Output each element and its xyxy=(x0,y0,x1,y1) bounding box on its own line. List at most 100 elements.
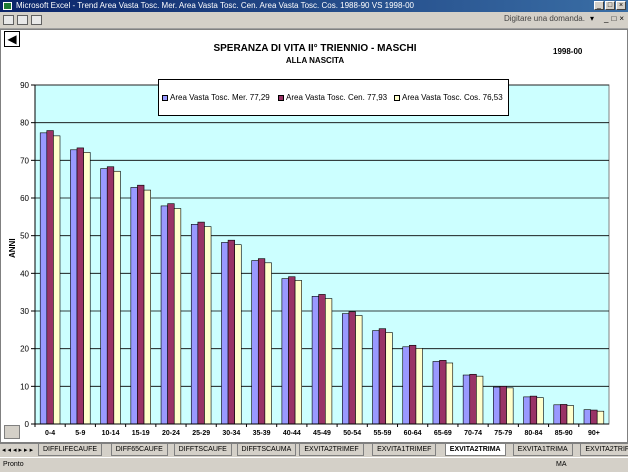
excel-small-icon[interactable] xyxy=(3,15,14,25)
bar xyxy=(378,328,387,425)
bar xyxy=(311,296,320,425)
bar xyxy=(469,373,477,425)
bar xyxy=(506,387,514,425)
bar xyxy=(523,396,531,425)
x-tick-label: 85-90 xyxy=(555,430,573,437)
bar xyxy=(583,409,591,425)
sheet-tab[interactable]: DIFFTSCAUMA xyxy=(236,444,297,456)
printer-icon[interactable] xyxy=(4,425,20,439)
y-tick-label: 0 xyxy=(25,420,30,429)
legend-swatch-mer xyxy=(162,95,168,101)
bar xyxy=(402,346,410,425)
bar xyxy=(342,313,350,425)
close-button[interactable]: × xyxy=(616,1,626,10)
sheet-tab-bar: ◂◂◂▸▸▸ DIFFLIFECAUFE DIFF65CAUFE DIFFTSCAU… xyxy=(0,443,628,457)
bar xyxy=(221,242,229,425)
legend-swatch-cos xyxy=(394,95,400,101)
sheet-tab[interactable]: DIFFLIFECAUFE xyxy=(38,444,103,456)
status-indicator: MA xyxy=(556,461,567,468)
bar xyxy=(234,244,242,425)
bar xyxy=(499,386,507,425)
maximize-button[interactable]: □ xyxy=(605,1,615,10)
x-tick-label: 60-64 xyxy=(404,430,422,437)
chart-period: 1998-00 xyxy=(553,47,583,56)
bar xyxy=(529,395,538,425)
bar xyxy=(53,135,61,425)
x-tick-label: 80-84 xyxy=(525,430,543,437)
bar xyxy=(560,404,568,425)
help-search-input[interactable]: Digitare una domanda. xyxy=(504,14,585,23)
sheet-tab[interactable]: EXVITA2TRIMA xyxy=(444,444,506,456)
minimize-button[interactable]: _ xyxy=(594,1,604,10)
y-tick-label: 80 xyxy=(20,119,29,128)
bar xyxy=(281,278,289,425)
y-tick-label: 10 xyxy=(20,382,29,391)
sheet-tab[interactable]: EXVITA2TRIFE xyxy=(580,444,628,456)
legend-item-cen: Area Vasta Tosc. Cen. 77,93 xyxy=(278,93,387,102)
window-title-bar: Microsoft Excel - Trend Area Vasta Tosc.… xyxy=(0,0,628,12)
bar xyxy=(553,404,561,425)
bar xyxy=(160,205,168,425)
print-icon[interactable] xyxy=(31,15,42,25)
legend-label-cen: Area Vasta Tosc. Cen. 77,93 xyxy=(286,93,388,102)
legend-item-mer: Area Vasta Tosc. Mer. 77,29 xyxy=(162,93,270,102)
status-text: Pronto xyxy=(3,461,24,468)
bar xyxy=(288,276,296,425)
bar xyxy=(257,258,266,425)
bar xyxy=(566,405,574,425)
workbook-controls: _ □ × xyxy=(604,14,624,23)
help-dropdown-icon[interactable]: ▾ xyxy=(590,14,595,23)
sheet-tab[interactable]: DIFFTSCAUFE xyxy=(173,444,232,456)
bar xyxy=(39,132,48,425)
back-arrow-icon[interactable]: ◀ xyxy=(4,31,20,47)
bar xyxy=(476,375,484,425)
x-tick-label: 40-44 xyxy=(283,430,301,437)
x-tick-label: 75-79 xyxy=(494,430,512,437)
bar xyxy=(590,409,598,425)
x-tick-label: 45-49 xyxy=(313,430,331,437)
chart-legend: Area Vasta Tosc. Mer. 77,29 Area Vasta T… xyxy=(158,79,509,116)
bar xyxy=(415,347,423,425)
bar xyxy=(445,362,454,425)
y-tick-label: 20 xyxy=(20,345,29,354)
status-bar: Pronto MA xyxy=(0,457,628,471)
bar xyxy=(137,184,145,425)
sheet-tab[interactable]: EXVITA2TRIMEF xyxy=(299,444,364,456)
bar-chart: 0 10 20 30 40 50 60 70 80 90 0-4 5-9 10-14 15-19 20-24… xyxy=(20,81,610,437)
y-tick-label: 90 xyxy=(20,81,29,90)
toolbar xyxy=(0,12,628,29)
x-tick-label: 10-14 xyxy=(102,430,120,437)
tab-scroll-arrows[interactable]: ◂◂◂▸▸▸ xyxy=(2,447,36,454)
y-tick-label: 70 xyxy=(20,156,29,165)
bar xyxy=(493,386,501,425)
window-controls: _ □ × xyxy=(594,1,626,10)
print-preview-icon[interactable] xyxy=(17,15,28,25)
bar xyxy=(106,166,115,425)
bar xyxy=(348,311,356,425)
workbook-minimize-button[interactable]: _ xyxy=(604,14,609,23)
sheet-tab[interactable]: EXVITA1TRIMA xyxy=(512,444,573,456)
bar xyxy=(130,187,138,425)
x-tick-label: 5-9 xyxy=(75,430,85,437)
bar xyxy=(197,221,205,425)
x-tick-label: 50-54 xyxy=(343,430,361,437)
sheet-tab[interactable]: DIFF65CAUFE xyxy=(110,444,168,456)
legend-item-cos: Area Vasta Tosc. Cos. 76,53 xyxy=(394,93,503,102)
bar xyxy=(324,298,333,425)
bar xyxy=(318,294,326,425)
bar xyxy=(536,397,544,425)
bar xyxy=(76,147,84,425)
bar xyxy=(227,239,235,425)
y-tick-label: 30 xyxy=(20,307,29,316)
chart-subtitle: ALLA NASCITA xyxy=(285,56,345,65)
x-tick-label: 25-29 xyxy=(192,430,210,437)
workbook-restore-button[interactable]: □ xyxy=(611,14,617,23)
x-tick-label: 0-4 xyxy=(45,430,55,437)
sheet-tab[interactable]: EXVITA1TRIMEF xyxy=(372,444,437,456)
y-tick-label: 40 xyxy=(20,269,29,278)
bar xyxy=(83,152,91,425)
workbook-close-button[interactable]: × xyxy=(619,14,624,23)
bar xyxy=(439,360,447,425)
x-tick-label: 30-34 xyxy=(222,430,240,437)
bar xyxy=(251,260,259,425)
